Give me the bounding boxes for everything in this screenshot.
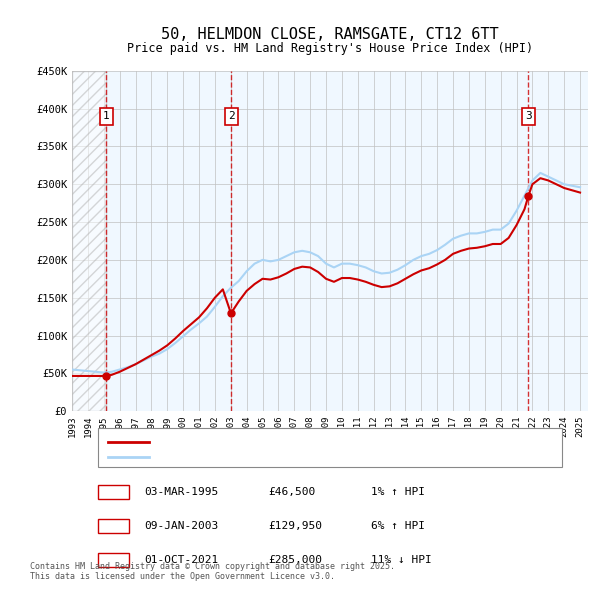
FancyBboxPatch shape (98, 428, 562, 467)
Text: 6% ↑ HPI: 6% ↑ HPI (371, 520, 425, 530)
Text: 09-JAN-2003: 09-JAN-2003 (144, 520, 218, 530)
Text: 2: 2 (110, 520, 116, 530)
Text: HPI: Average price, semi-detached house, Thanet: HPI: Average price, semi-detached house,… (160, 452, 436, 462)
FancyBboxPatch shape (98, 553, 129, 566)
Text: 50, HELMDON CLOSE, RAMSGATE, CT12 6TT: 50, HELMDON CLOSE, RAMSGATE, CT12 6TT (161, 27, 499, 41)
Bar (72, 71, 106, 411)
Text: £285,000: £285,000 (268, 555, 322, 565)
Text: 2: 2 (228, 111, 235, 121)
Text: 3: 3 (110, 555, 116, 565)
Text: 03-MAR-1995: 03-MAR-1995 (144, 487, 218, 497)
Text: 01-OCT-2021: 01-OCT-2021 (144, 555, 218, 565)
Text: 1: 1 (110, 487, 116, 497)
Text: Contains HM Land Registry data © Crown copyright and database right 2025.
This d: Contains HM Land Registry data © Crown c… (30, 562, 395, 581)
FancyBboxPatch shape (98, 519, 129, 533)
Text: 1% ↑ HPI: 1% ↑ HPI (371, 487, 425, 497)
Text: £46,500: £46,500 (268, 487, 316, 497)
FancyBboxPatch shape (98, 484, 129, 499)
Text: 11% ↓ HPI: 11% ↓ HPI (371, 555, 432, 565)
Text: 1: 1 (103, 111, 110, 121)
Text: £129,950: £129,950 (268, 520, 322, 530)
Text: Price paid vs. HM Land Registry's House Price Index (HPI): Price paid vs. HM Land Registry's House … (127, 42, 533, 55)
Text: 3: 3 (525, 111, 532, 121)
Text: 50, HELMDON CLOSE, RAMSGATE, CT12 6TT (semi-detached house): 50, HELMDON CLOSE, RAMSGATE, CT12 6TT (s… (160, 437, 506, 447)
